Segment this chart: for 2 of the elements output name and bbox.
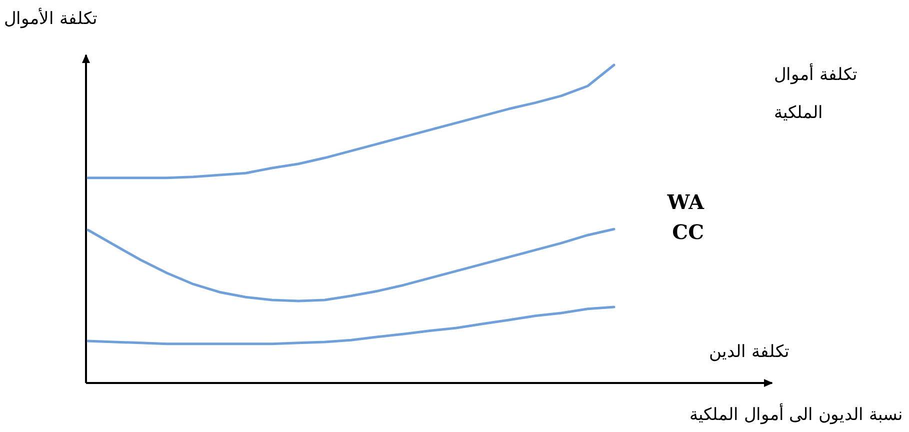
xlabel: نسبة الديون الى أموال الملكية [689,405,903,425]
ylabel: تكلفة الأموال [4,9,98,29]
